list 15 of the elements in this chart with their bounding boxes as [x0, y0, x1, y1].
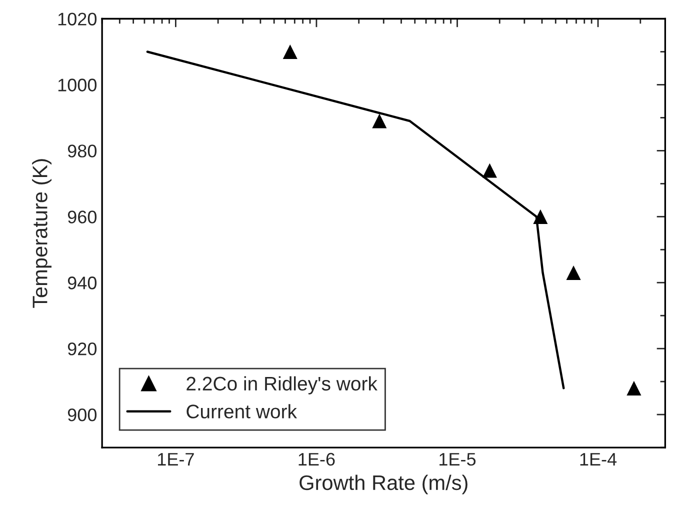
y-tick-label: 940 [68, 276, 97, 290]
legend-label: Current work [186, 404, 298, 418]
y-tick-label: 1020 [58, 12, 97, 26]
y-tick-label: 1000 [58, 78, 97, 92]
x-axis-title: Growth Rate (m/s) [300, 474, 468, 494]
x-tick-label: 1E-5 [440, 453, 476, 466]
legend-label: 2.2Co in Ridley's work [186, 376, 378, 394]
x-tick-label: 1E-4 [580, 453, 617, 466]
x-tick-label: 1E-7 [158, 453, 194, 466]
x-tick-label: 1E-6 [298, 452, 335, 466]
y-tick-label: 900 [68, 408, 97, 422]
y-tick-label: 960 [68, 210, 97, 224]
y-axis-title: Temperature (K) [32, 159, 52, 308]
y-tick-label: 920 [68, 342, 97, 356]
y-tick-label: 980 [68, 144, 97, 158]
